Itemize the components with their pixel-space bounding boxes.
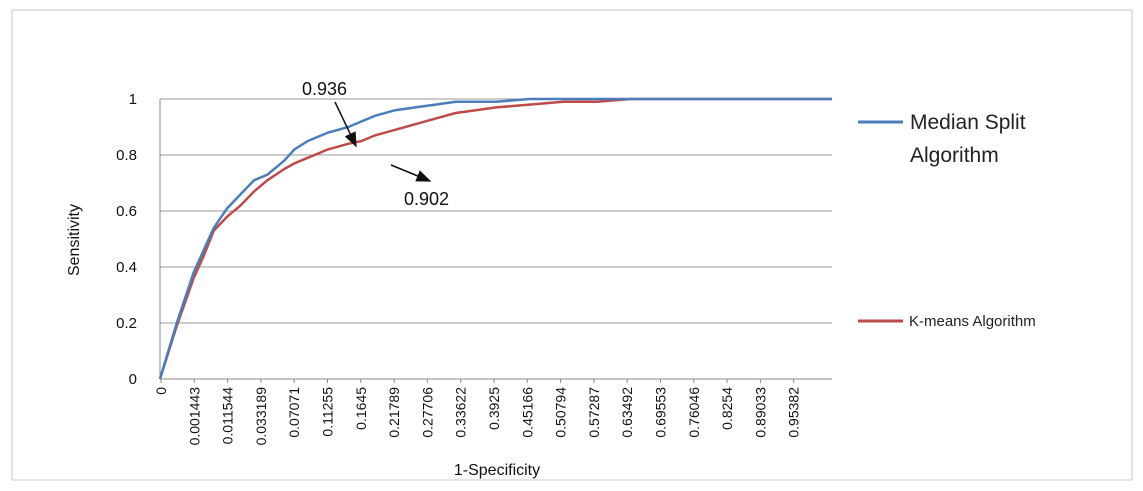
y-tick-labels: 0 0.2 0.4 0.6 0.8 1 [116,91,137,388]
annotation-arrow-median-split [334,101,357,148]
x-tick-label: 0.07071 [286,387,302,438]
x-tick-label: 0.27706 [419,387,435,438]
annotation-arrow-k-means [390,164,432,182]
x-tick-label: 0.69553 [653,387,669,438]
y-axis-title: Sensitivity [66,204,83,276]
x-tick-label: 0.89033 [752,387,768,438]
y-tick-label: 1 [129,91,137,108]
y-tick-label: 0.6 [116,203,137,220]
x-axis-title: 1-Specificity [454,462,540,479]
x-tick-label: 0.63492 [619,387,635,438]
x-tick-label: 0.45166 [519,387,535,438]
x-tick-label: 0 [153,387,169,395]
x-tick-label: 0.11255 [320,387,336,437]
x-tick-label: 0.33622 [453,387,469,438]
grid-lines [160,98,832,324]
x-tick-label: 0.011544 [220,387,236,445]
x-tick-label: 0.95382 [786,387,802,438]
series-lines [158,97,832,380]
annotations: 0.936 0.902 [302,79,449,209]
x-tick-label: 0.76046 [686,387,702,438]
x-tick-label: 0.21789 [386,387,402,438]
y-tick-label: 0.4 [116,259,137,276]
y-tick-label: 0 [129,371,137,388]
y-tick-label: 0.8 [116,147,137,164]
x-tick-labels: 0 0.001443 0.011544 0.033189 0.07071 0.11255 0… [153,379,802,445]
x-tick-label: 0.8254 [719,387,735,430]
x-tick-label: 0.033189 [253,387,269,446]
annotation-median-split: 0.936 [302,79,347,99]
x-tick-label: 0.1645 [353,387,369,430]
x-tick-label: 0.57287 [586,387,602,438]
legend-label-k-means: K-means Algorithm [909,313,1036,330]
axes [159,99,832,380]
y-tick-label: 0.2 [116,315,137,332]
annotation-k-means: 0.902 [404,189,449,209]
x-tick-label: 0.001443 [186,387,202,446]
chart-border [11,9,1133,481]
legend-label-median-split: Median Split Algorithm [910,111,1031,167]
legend: Median Split Algorithm K-means Algorithm [858,111,1036,330]
x-tick-label: 0.3925 [486,387,502,430]
x-tick-label: 0.50794 [553,387,569,438]
series-line-median-split [158,97,832,380]
